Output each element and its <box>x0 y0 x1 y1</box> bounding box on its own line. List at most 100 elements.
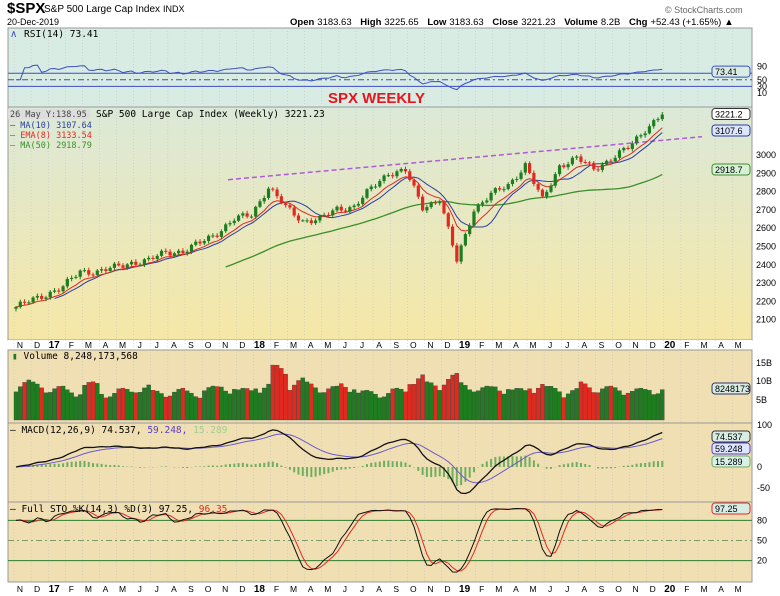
chart-date: 20-Dec-2019 <box>7 17 59 27</box>
volume-bar <box>506 389 511 421</box>
volume-bar <box>150 390 156 421</box>
volume-bar <box>437 390 442 421</box>
volume-bar <box>557 391 562 421</box>
month-axis-top <box>8 340 752 350</box>
volume-bar <box>236 389 241 421</box>
x-tick-label: O <box>410 584 417 594</box>
x-tick-label: M <box>495 340 502 350</box>
x-tick-label: M <box>119 584 126 594</box>
x-tick-label: 18 <box>254 340 266 351</box>
volume-bar <box>458 382 464 421</box>
volume-bar <box>621 394 626 421</box>
candle <box>296 215 301 221</box>
x-tick-label: M <box>735 584 742 594</box>
candle <box>553 174 557 186</box>
candle <box>502 189 506 191</box>
volume-bar <box>454 373 459 421</box>
candle <box>429 202 433 208</box>
price-tick: 2600 <box>756 223 776 233</box>
rsi-panel <box>7 27 753 108</box>
candle <box>480 202 485 205</box>
candle <box>365 189 369 198</box>
volume-bar <box>497 390 502 421</box>
volume-bar <box>386 393 391 421</box>
x-tick-label: A <box>376 340 382 350</box>
volume-bar <box>394 387 400 421</box>
candle <box>271 188 275 190</box>
volume-bar <box>484 385 489 421</box>
candle <box>125 264 129 268</box>
candle <box>236 215 241 221</box>
candle <box>74 276 78 278</box>
volume-bar <box>570 390 575 421</box>
macd-line <box>15 429 663 495</box>
candle <box>557 165 562 175</box>
candle <box>284 203 288 206</box>
x-tick-label: S <box>188 340 194 350</box>
candle <box>52 290 57 292</box>
volume-bar <box>411 384 417 421</box>
hist-tag-bg <box>711 455 751 468</box>
x-tick-label: F <box>69 584 74 594</box>
x-tick-label: A <box>718 340 724 350</box>
candle <box>198 241 202 244</box>
rsi-icon: ∧ <box>10 29 17 40</box>
x-tick-label: M <box>324 584 331 594</box>
candle <box>463 234 467 246</box>
candle <box>570 157 574 165</box>
volume-bar <box>56 386 61 421</box>
x-tick-label: 18 <box>254 584 266 595</box>
x-tick-label: J <box>360 340 364 350</box>
volume-bar <box>578 381 584 421</box>
candle <box>519 172 523 179</box>
volume-bar <box>625 392 631 421</box>
macd-tick: 0 <box>757 462 762 472</box>
candle <box>442 202 446 214</box>
candle <box>408 171 412 180</box>
volume-bar <box>450 374 455 421</box>
candle <box>78 270 82 277</box>
volume-bar <box>167 395 173 421</box>
x-tick-label: D <box>444 584 450 594</box>
security-name: S&P 500 Large Cap Index <box>44 4 160 15</box>
volume-bar <box>369 391 374 421</box>
volume-bar <box>253 388 258 421</box>
x-tick-label: O <box>615 584 622 594</box>
candle <box>412 179 416 186</box>
candle <box>22 301 27 303</box>
volume-bar <box>326 388 331 421</box>
volume-bar <box>373 393 378 421</box>
volume-bar <box>351 389 357 421</box>
price-tick: 2500 <box>756 242 776 252</box>
x-tick-label: F <box>69 340 74 350</box>
candle <box>459 245 463 262</box>
volume-bar <box>287 390 293 421</box>
volume-bar <box>660 389 665 421</box>
x-tick-label: A <box>171 584 177 594</box>
volume-bar <box>488 386 494 421</box>
candle <box>373 186 378 188</box>
x-tick-label: A <box>718 584 724 594</box>
x-tick-label: F <box>274 584 279 594</box>
volume-bar <box>561 397 566 421</box>
volume-bar <box>347 391 352 421</box>
candle <box>245 213 249 217</box>
trendline <box>227 135 703 181</box>
volume-bar <box>112 393 117 421</box>
volume-bar <box>420 374 425 421</box>
volume-bar <box>232 389 237 421</box>
x-tick-label: O <box>205 584 212 594</box>
x-tick-label: J <box>138 584 142 594</box>
x-tick-label: D <box>650 340 656 350</box>
volume-bar <box>364 390 370 421</box>
candle <box>181 250 185 254</box>
volume-bar <box>78 394 83 421</box>
candle <box>27 302 31 304</box>
signal-tag-bg <box>711 442 751 455</box>
x-tick-label: 17 <box>49 584 61 595</box>
volume-bar <box>527 388 532 421</box>
volume-bar <box>300 377 305 421</box>
x-tick-label: N <box>427 584 433 594</box>
x-tick-label: F <box>684 584 689 594</box>
volume-bar <box>553 388 558 421</box>
